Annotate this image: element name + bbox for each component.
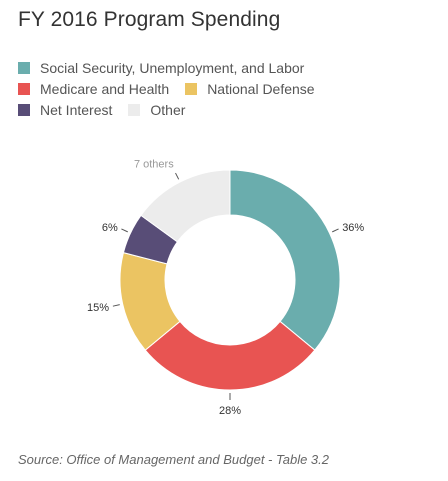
slice-other[interactable] [140, 169, 231, 243]
legend-label-other: Other [150, 102, 186, 118]
legend-item-social-security[interactable]: Social Security, Unemployment, and Labor [18, 60, 304, 76]
legend-item-medicare[interactable]: Medicare and Health [18, 81, 169, 97]
legend-item-defense[interactable]: National Defense [185, 81, 315, 97]
legend-swatch-other [128, 104, 141, 116]
leader-line-other [175, 172, 180, 180]
leader-line-defense [112, 304, 120, 307]
chart-title: FY 2016 Program Spending [18, 8, 281, 31]
donut-chart: 36% 28% 15% 6% 7 others [87, 159, 364, 417]
data-label-medicare: 28% [219, 405, 241, 417]
legend-label-social-security: Social Security, Unemployment, and Labor [40, 60, 305, 76]
legend-item-other[interactable]: Other [128, 102, 185, 118]
data-label-defense: 15% [87, 302, 109, 314]
legend-row-1: Social Security, Unemployment, and Labor [18, 59, 320, 77]
legend-label-medicare: Medicare and Health [40, 81, 170, 97]
legend-swatch-net-interest [18, 104, 30, 116]
slice-social-security[interactable] [229, 169, 341, 351]
data-label-other: 7 others [134, 159, 174, 171]
legend-swatch-defense [185, 83, 198, 95]
legend-item-net-interest[interactable]: Net Interest [18, 102, 112, 118]
legend-label-net-interest: Net Interest [40, 102, 113, 118]
leader-line-net-interest [121, 228, 128, 233]
legend-swatch-medicare [18, 83, 30, 95]
leader-line-social-security [332, 228, 339, 233]
legend-swatch-social-security [18, 62, 30, 74]
legend-row-2: Medicare and Health National Defense [18, 80, 331, 98]
legend-label-defense: National Defense [207, 81, 315, 97]
data-label-net-interest: 6% [102, 222, 118, 234]
legend-row-3: Net Interest Other [18, 101, 201, 119]
data-label-social-security: 36% [342, 222, 364, 234]
slice-medicare[interactable] [144, 320, 316, 391]
source-note: Source: Office of Management and Budget … [18, 452, 329, 467]
